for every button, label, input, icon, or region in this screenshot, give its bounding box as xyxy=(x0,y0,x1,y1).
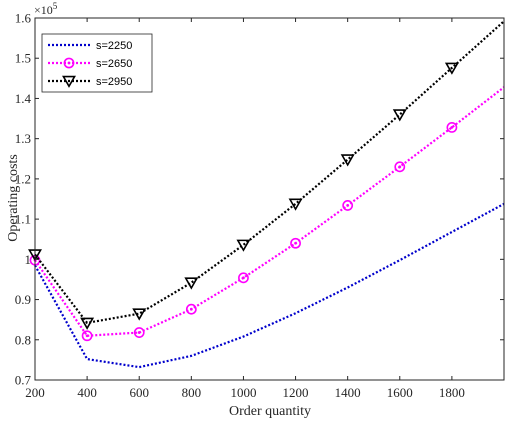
series-1-marker-7-center xyxy=(398,165,402,169)
series-1-marker-8 xyxy=(446,122,458,133)
series-2-marker-8 xyxy=(444,62,459,75)
x-tick-label: 600 xyxy=(129,385,149,400)
series-1-marker-4 xyxy=(238,272,249,284)
series-1-marker-2 xyxy=(133,327,145,338)
series-2-marker-5 xyxy=(288,198,303,211)
series-2-marker-4 xyxy=(236,239,251,252)
x-tick-label: 200 xyxy=(25,385,45,400)
y-tick-label: 1.1 xyxy=(15,212,31,227)
y-tick-label: 1.3 xyxy=(15,131,31,146)
legend-label: s=2950 xyxy=(96,76,132,88)
y-axis-label: Operating costs xyxy=(6,154,21,241)
y-tick-label: 1.5 xyxy=(15,51,31,66)
series-1-marker-5-center xyxy=(294,241,297,245)
x-tick-label: 1400 xyxy=(335,385,361,400)
series-1-marker-5 xyxy=(290,237,301,249)
series-2-marker-1 xyxy=(80,317,95,330)
series-layer xyxy=(28,20,505,369)
series-2-marker-2 xyxy=(132,308,147,321)
legend-marker-1-center xyxy=(67,61,71,65)
series-1-marker-3-center xyxy=(189,307,193,311)
axes-layer: 200 400 600 800 1000 1200 1400 1600 1800 0.7 0.8 0.… xyxy=(15,11,505,400)
legend-box xyxy=(41,33,153,93)
y-tick-label: 0.9 xyxy=(15,292,31,307)
y-tick-label: 0.7 xyxy=(15,373,32,388)
legend: s=2250 s=2650 s=2950 xyxy=(41,33,153,93)
series-1-marker-4-center xyxy=(242,276,245,280)
x-tick-label: 800 xyxy=(182,385,202,400)
x-tick-label: 1200 xyxy=(283,385,309,400)
series-1-marker-6 xyxy=(342,200,354,211)
series-1-marker-1 xyxy=(81,330,93,342)
legend-label: s=2650 xyxy=(96,58,132,70)
x-tick-label: 400 xyxy=(77,385,97,400)
series-2-marker-7 xyxy=(392,109,407,122)
x-tick-label: 1800 xyxy=(439,385,465,400)
series-2-marker-6 xyxy=(340,154,355,167)
series-2-marker-3 xyxy=(184,277,199,290)
series-1-marker-8-center xyxy=(450,126,454,129)
legend-marker-2 xyxy=(62,75,76,88)
x-tick-label: 1000 xyxy=(230,385,256,400)
y-multiplier-label: ×105 xyxy=(34,1,58,17)
series-line-2 xyxy=(34,20,505,325)
series-line-0 xyxy=(34,202,505,369)
series-1-marker-6-center xyxy=(346,204,350,207)
y-tick-label: 1 xyxy=(25,252,32,267)
y-tick-label: 0.8 xyxy=(15,332,31,347)
x-tick-label: 1600 xyxy=(387,385,413,400)
legend-marker-1 xyxy=(63,57,75,69)
series-line-1 xyxy=(34,86,505,337)
x-axis-label: Order quantity xyxy=(229,404,311,419)
series-1-marker-1-center xyxy=(85,334,89,338)
series-1-marker-3 xyxy=(185,303,197,315)
legend-label: s=2250 xyxy=(96,40,132,52)
y-tick-label: 1.4 xyxy=(15,91,32,106)
plot-frame xyxy=(34,17,505,381)
series-1-marker-2-center xyxy=(137,331,141,334)
y-tick-label: 1.2 xyxy=(15,171,31,186)
y-tick-label: 1.6 xyxy=(15,11,32,26)
series-1-marker-7 xyxy=(394,161,406,173)
